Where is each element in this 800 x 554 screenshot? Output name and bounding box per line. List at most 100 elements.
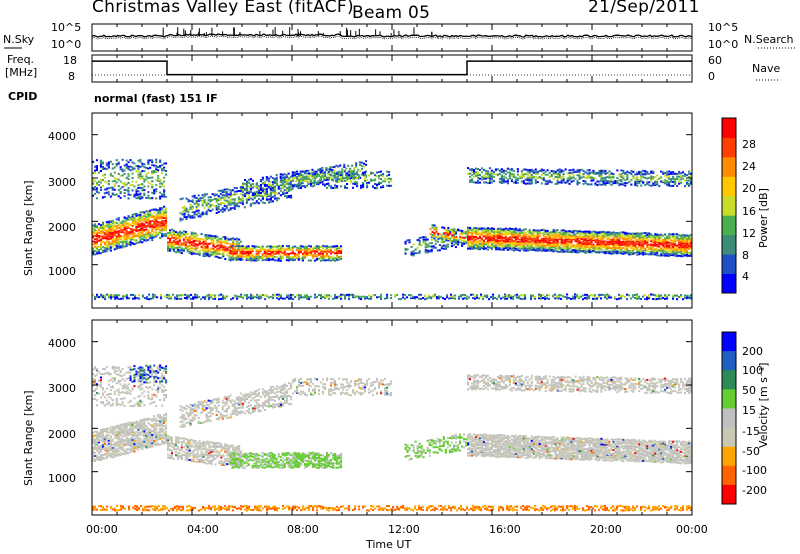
data-cell bbox=[287, 254, 290, 257]
data-cell bbox=[165, 219, 168, 222]
data-cell bbox=[680, 252, 683, 255]
data-cell bbox=[235, 204, 238, 207]
data-cell bbox=[612, 182, 615, 185]
data-cell bbox=[348, 176, 351, 179]
data-cell bbox=[340, 175, 343, 178]
data-cell bbox=[467, 247, 470, 250]
data-cell bbox=[274, 294, 277, 297]
data-cell bbox=[250, 295, 253, 298]
data-cell bbox=[165, 224, 168, 227]
data-cell bbox=[662, 238, 665, 241]
data-cell bbox=[131, 172, 134, 175]
data-cell bbox=[590, 239, 593, 242]
data-cell bbox=[332, 257, 335, 260]
data-cell bbox=[562, 177, 565, 180]
data-cell bbox=[245, 254, 248, 257]
data-cell bbox=[245, 258, 248, 260]
data-cell bbox=[332, 174, 335, 177]
data-cell bbox=[135, 214, 138, 217]
data-cell bbox=[99, 159, 102, 162]
data-cell bbox=[492, 172, 495, 175]
data-cell bbox=[586, 243, 589, 246]
data-cell bbox=[94, 169, 97, 172]
data-cell bbox=[236, 257, 239, 260]
data-cell bbox=[542, 176, 545, 179]
data-cell bbox=[528, 182, 531, 185]
data-cell bbox=[524, 168, 527, 171]
data-cell bbox=[131, 215, 134, 218]
data-cell bbox=[172, 239, 175, 242]
data-cell bbox=[534, 234, 537, 237]
data-cell bbox=[178, 230, 181, 233]
data-cell bbox=[216, 252, 219, 255]
data-cell bbox=[328, 178, 331, 180]
data-cell bbox=[490, 227, 493, 230]
data-cell bbox=[154, 295, 157, 298]
data-cell bbox=[467, 244, 470, 246]
data-cell bbox=[269, 245, 272, 248]
data-cell bbox=[220, 246, 223, 249]
data-cell bbox=[424, 246, 427, 249]
data-cell bbox=[292, 294, 295, 297]
data-cell bbox=[296, 179, 299, 182]
data-cell bbox=[490, 246, 493, 249]
data-cell bbox=[325, 252, 328, 255]
data-cell bbox=[237, 196, 240, 199]
data-cell bbox=[292, 174, 295, 177]
data-cell bbox=[660, 176, 663, 179]
data-cell bbox=[143, 163, 146, 166]
nsky-spikes bbox=[162, 27, 433, 36]
data-cell bbox=[640, 252, 643, 255]
data-cell bbox=[129, 237, 132, 239]
data-cell bbox=[153, 223, 156, 226]
data-cell bbox=[277, 252, 280, 255]
data-cell bbox=[261, 245, 264, 248]
data-cell bbox=[225, 199, 228, 202]
data-cell bbox=[264, 294, 267, 297]
data-cell bbox=[344, 297, 347, 300]
data-cell bbox=[310, 174, 313, 177]
data-cell bbox=[467, 238, 470, 241]
data-cell bbox=[690, 251, 693, 254]
data-cell bbox=[111, 227, 114, 230]
data-cell bbox=[165, 195, 168, 198]
data-cell bbox=[608, 245, 611, 248]
data-cell bbox=[282, 186, 285, 189]
data-cell bbox=[624, 238, 627, 241]
data-cell bbox=[672, 245, 675, 248]
data-cell bbox=[336, 171, 339, 174]
data-cell bbox=[624, 250, 627, 253]
data-cell bbox=[648, 184, 651, 187]
data-cell bbox=[236, 240, 239, 243]
data-cell bbox=[200, 298, 203, 301]
data-cell bbox=[418, 239, 421, 242]
data-cell bbox=[536, 239, 539, 241]
data-cell bbox=[230, 256, 233, 259]
data-cell bbox=[159, 217, 162, 220]
data-cell bbox=[188, 239, 191, 242]
data-cell bbox=[190, 249, 193, 252]
data-cell bbox=[196, 253, 199, 255]
data-cell bbox=[122, 297, 125, 300]
data-cell bbox=[279, 256, 282, 258]
data-cell bbox=[107, 229, 110, 232]
data-cell bbox=[194, 232, 197, 235]
data-cell bbox=[488, 237, 491, 240]
data-cell bbox=[376, 187, 379, 190]
data-cell bbox=[187, 199, 190, 201]
data-cell bbox=[190, 233, 193, 236]
data-cell bbox=[103, 180, 106, 183]
data-cell bbox=[105, 168, 108, 170]
data-cell bbox=[574, 251, 577, 254]
data-cell bbox=[137, 165, 140, 168]
data-cell bbox=[518, 238, 521, 241]
data-cell bbox=[150, 297, 153, 300]
data-cell bbox=[508, 245, 511, 248]
data-cell bbox=[616, 250, 619, 253]
data-cell bbox=[325, 169, 328, 171]
data-cell bbox=[217, 211, 220, 213]
data-cell bbox=[340, 172, 343, 175]
data-cell bbox=[109, 172, 112, 175]
data-cell bbox=[159, 213, 162, 216]
data-cell bbox=[99, 224, 102, 227]
